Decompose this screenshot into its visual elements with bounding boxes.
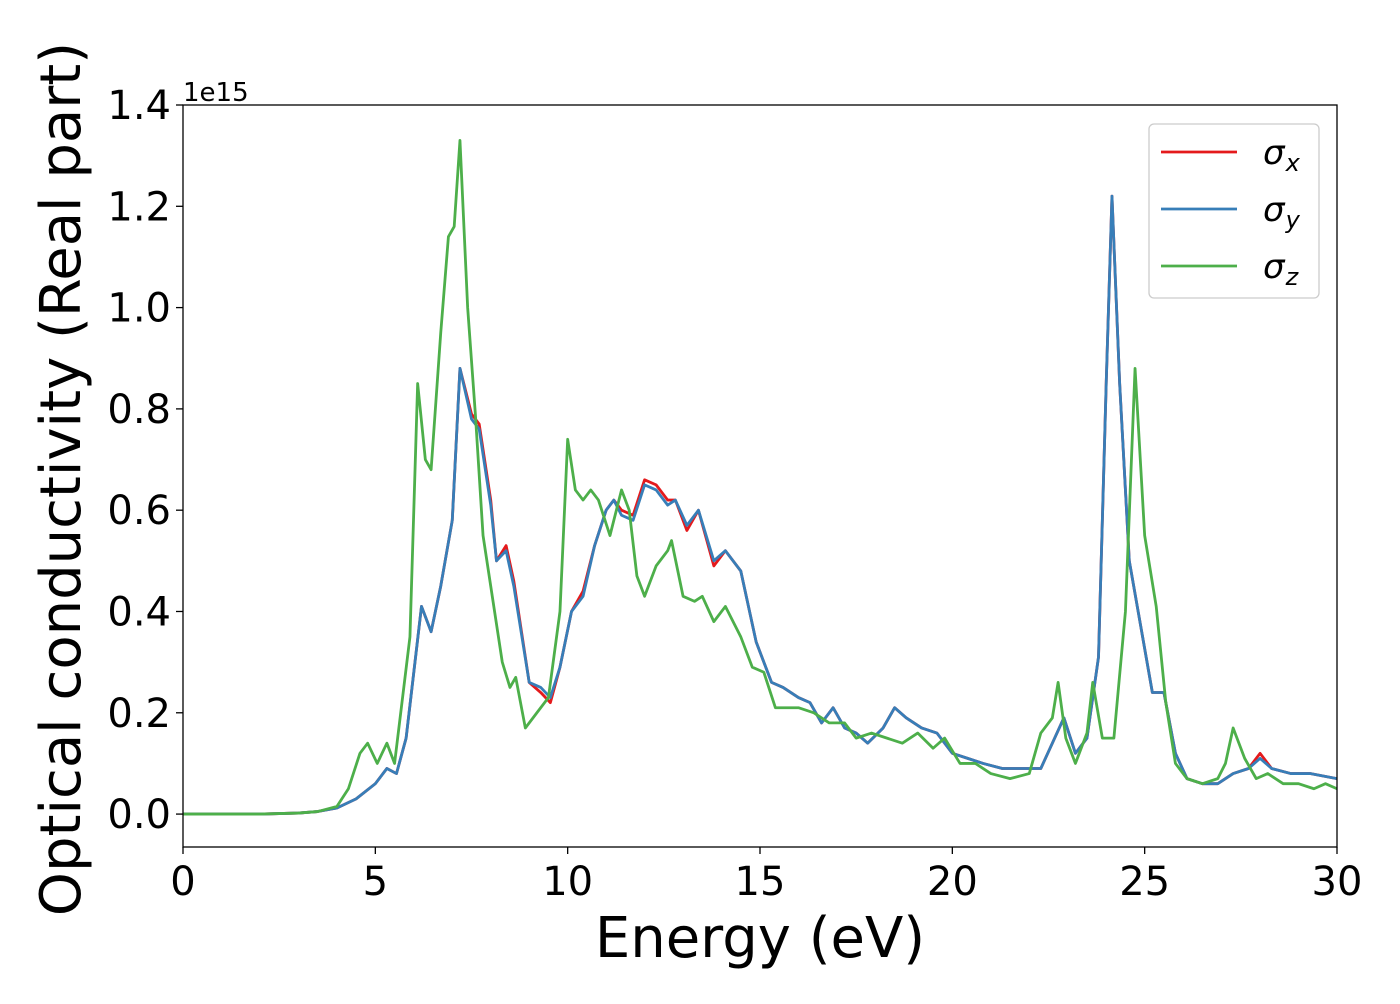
legend-symbol: σ: [1263, 133, 1286, 173]
y-tick-label: 0.2: [107, 691, 171, 737]
x-tick-label: 0: [170, 859, 195, 905]
legend-frame: [1148, 123, 1320, 299]
y-tick-label: 0.0: [107, 792, 171, 838]
x-tick-label: 25: [1119, 859, 1170, 905]
x-tick-label: 30: [1312, 859, 1363, 905]
y-tick-label: 1.2: [107, 184, 171, 230]
y-axis-label: Optical conductivity (Real part): [29, 42, 94, 916]
y-offset-label: 1e15: [183, 78, 249, 108]
ticks-layer: 0 5 10 15 20 25 30 0.0 0.2 0.4 0.6 0.8 1.0 1.2 1.4: [107, 83, 1362, 905]
legend-entry-y: σy: [1263, 190, 1301, 234]
y-tick-label: 1.4: [107, 83, 171, 129]
y-tick-label: 1.0: [107, 286, 171, 332]
y-tick-label: 0.4: [107, 589, 171, 635]
legend-entry-z: σz: [1263, 247, 1300, 291]
legend-entry-x: σx: [1263, 133, 1301, 177]
legend-subscript: z: [1285, 263, 1300, 291]
x-axis-label: Energy (eV): [595, 906, 925, 971]
series-line-z: [183, 139, 1337, 816]
legend-subscript: y: [1285, 206, 1301, 234]
y-tick-label: 0.6: [107, 488, 171, 534]
x-tick-label: 10: [542, 859, 593, 905]
x-tick-label: 15: [735, 859, 786, 905]
legend-subscript: x: [1285, 149, 1301, 177]
series-layer: [183, 139, 1337, 816]
x-tick-label: 5: [363, 859, 388, 905]
legend-symbol: σ: [1263, 190, 1286, 230]
x-tick-label: 20: [927, 859, 978, 905]
legend-symbol: σ: [1263, 247, 1286, 287]
y-tick-label: 0.8: [107, 387, 171, 433]
